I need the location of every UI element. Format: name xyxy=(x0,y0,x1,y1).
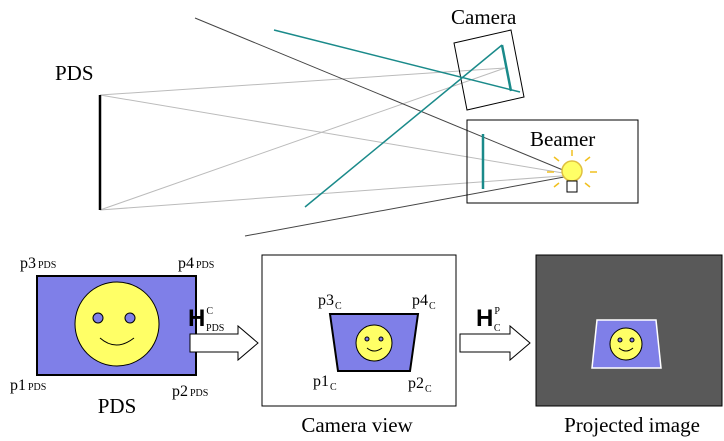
panel-caption: Projected image xyxy=(564,413,700,437)
camera-box xyxy=(453,29,525,111)
beamer-label: Beamer xyxy=(530,127,595,151)
corner-label: p2 PDS xyxy=(172,383,208,400)
smiley xyxy=(609,327,643,361)
smiley xyxy=(355,324,393,362)
camera-ray xyxy=(273,29,521,93)
pds-label: PDS xyxy=(55,61,94,85)
rays xyxy=(99,67,576,211)
smiley xyxy=(74,281,160,367)
camera-label: Camera xyxy=(451,5,517,29)
beamer-box xyxy=(466,119,639,204)
corner-label: p1C xyxy=(313,373,337,393)
corner-label: p4 PDS xyxy=(178,255,214,272)
arrow xyxy=(189,324,259,362)
panel-caption: Camera view xyxy=(301,413,413,437)
ray xyxy=(244,174,576,237)
corner-label: p1 PDS xyxy=(10,377,46,394)
panel-caption: PDS xyxy=(98,394,137,418)
homography-label: HP C xyxy=(476,305,501,334)
camera-ray xyxy=(304,44,503,208)
bulb xyxy=(547,150,597,193)
arrow xyxy=(459,324,531,362)
corner-label: p2C xyxy=(408,375,432,395)
corner-label: p3C xyxy=(318,292,342,312)
homography-label: HC PDS xyxy=(188,305,224,334)
camera-sensor xyxy=(500,44,513,92)
corner-label: p4C xyxy=(412,292,436,312)
ray xyxy=(194,17,576,176)
corner-label: p3 PDS xyxy=(20,255,56,272)
